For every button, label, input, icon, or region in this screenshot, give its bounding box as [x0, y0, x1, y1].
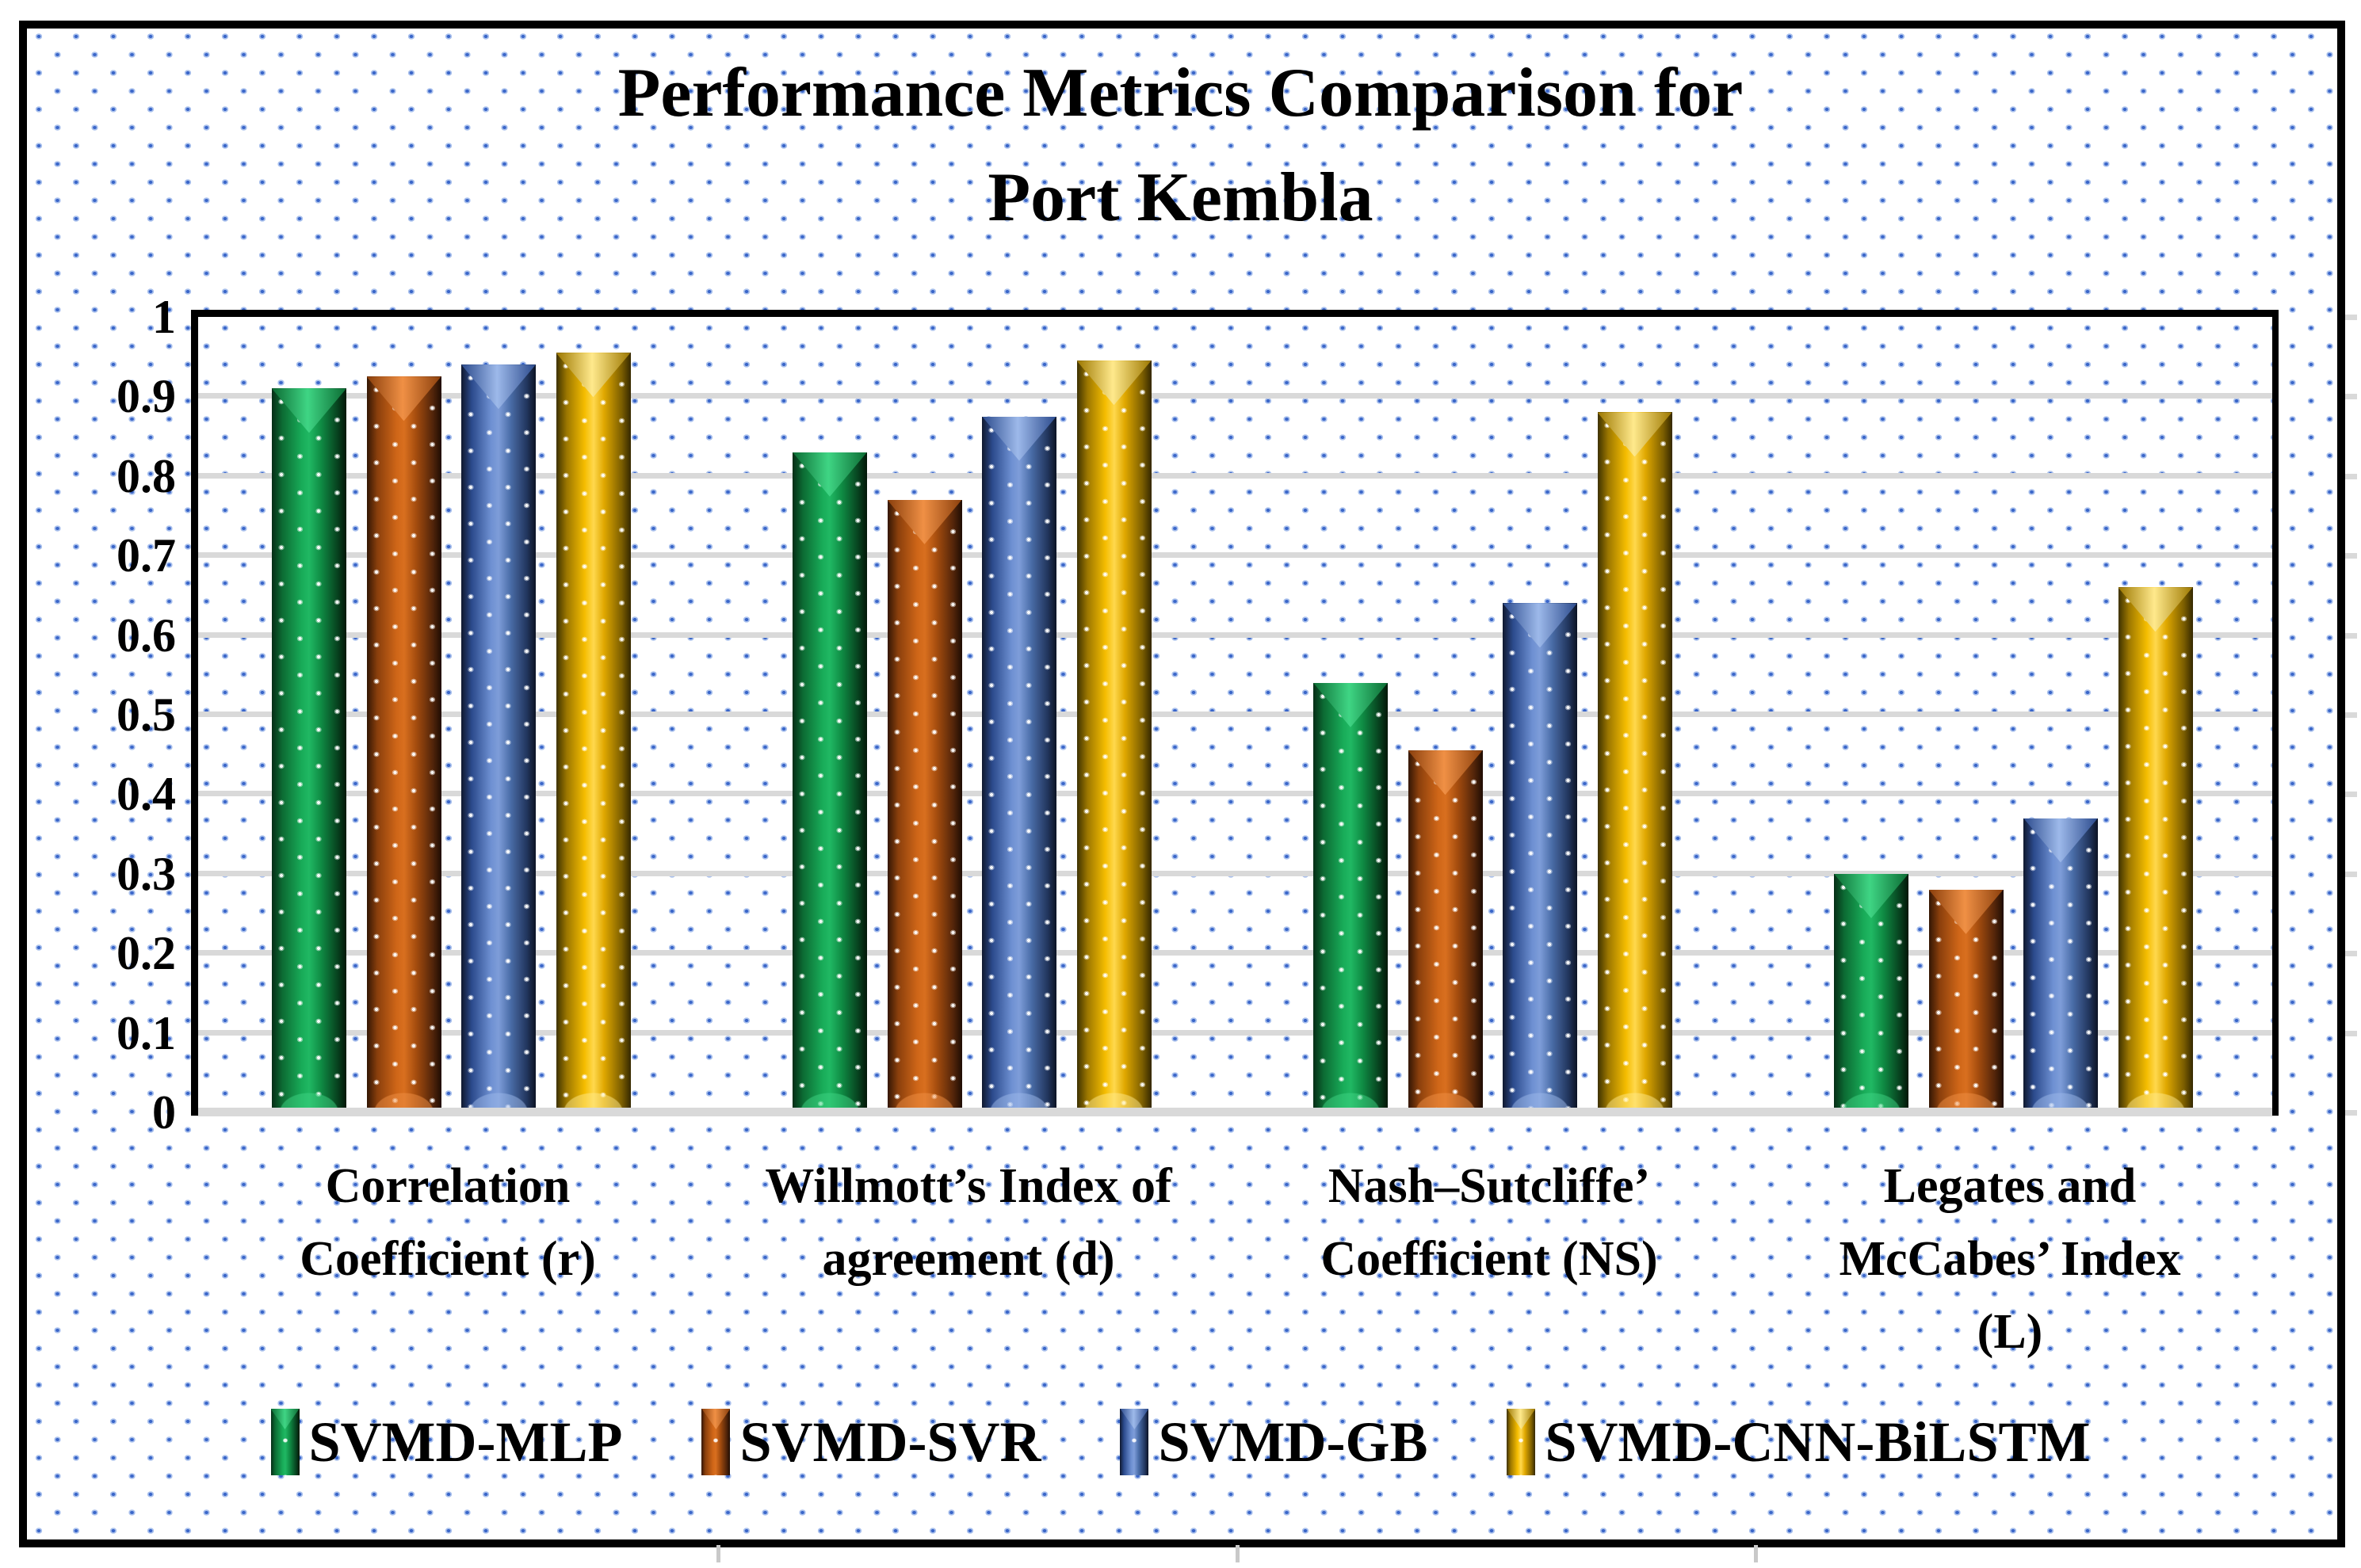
- legend: SVMD-MLP SVMD-SVR SVMD-GB SVMD-CNN-BiLSTM: [0, 1409, 2361, 1475]
- gridline: [198, 950, 2272, 956]
- chart-title-line2: Port Kembla: [988, 159, 1373, 236]
- gridline-stub: [2345, 632, 2357, 639]
- gridline: [198, 472, 2272, 479]
- chart-title-line1: Performance Metrics Comparison for: [617, 55, 1744, 132]
- bar-svmd-svr-category-3: [1408, 750, 1483, 1112]
- y-axis-label: 0: [152, 1086, 176, 1139]
- x-axis-category-line: Legates and: [1883, 1159, 2137, 1213]
- bar-svmd-mlp-category-1: [272, 388, 346, 1112]
- gridline: [198, 1029, 2272, 1036]
- x-axis-category-label: Willmott’s Index of agreement (d): [691, 1150, 1246, 1296]
- legend-swatch-icon: [1120, 1409, 1149, 1475]
- y-axis-label: 0.9: [117, 370, 176, 423]
- gridline-stub: [2345, 792, 2357, 798]
- legend-swatch-icon: [701, 1409, 731, 1475]
- gridline: [198, 552, 2272, 559]
- y-axis-label: 0.3: [117, 847, 176, 900]
- gridline-stub: [2345, 712, 2357, 718]
- gridline-stub: [2345, 1030, 2357, 1036]
- legend-item: SVMD-CNN-BiLSTM: [1507, 1409, 2090, 1475]
- gridline-stub: [2345, 871, 2357, 877]
- x-axis-category-line: agreement (d): [822, 1231, 1115, 1286]
- legend-label: SVMD-MLP: [308, 1410, 623, 1474]
- legend-label: SVMD-GB: [1158, 1410, 1428, 1474]
- bar-svmd-cnn-bilstm-category-1: [556, 353, 631, 1112]
- gridline-stub: [2345, 394, 2357, 400]
- legend-item: SVMD-MLP: [270, 1409, 623, 1475]
- x-axis-baseline: [191, 1108, 2279, 1116]
- gridline: [198, 712, 2272, 717]
- gridline: [198, 393, 2272, 399]
- bar-svmd-svr-category-1: [366, 376, 441, 1112]
- category-boundary-tick: [1235, 1545, 1240, 1562]
- legend-swatch-icon: [270, 1409, 300, 1475]
- gridline: [198, 791, 2272, 797]
- x-axis-category-label: Correlation Coefficient (r): [170, 1150, 725, 1296]
- legend-item: SVMD-GB: [1120, 1409, 1427, 1475]
- x-axis-category-line: Correlation: [325, 1159, 571, 1213]
- x-axis-category-label: Legates and McCabes’ Index (L): [1733, 1150, 2287, 1368]
- figure-frame: [19, 21, 2345, 1547]
- x-axis-category-line: McCabes’ Index: [1839, 1231, 2181, 1286]
- x-axis-category-line: Nash–Sutcliffe’: [1328, 1159, 1651, 1213]
- x-axis-category-label: Nash–Sutcliffe’ Coefficient (NS): [1212, 1150, 1767, 1296]
- y-axis-label: 0.7: [117, 529, 176, 582]
- legend-swatch-icon: [1507, 1409, 1536, 1475]
- gridline: [198, 631, 2272, 638]
- bar-svmd-gb-category-4: [2023, 818, 2098, 1113]
- bar-svmd-cnn-bilstm-category-3: [1597, 412, 1672, 1112]
- gridline: [198, 870, 2272, 876]
- x-axis-category-line: Willmott’s Index of: [765, 1159, 1172, 1213]
- y-axis-label: 0.1: [117, 1006, 176, 1059]
- x-axis-category-line: Coefficient (NS): [1320, 1231, 1658, 1286]
- legend-label: SVMD-CNN-BiLSTM: [1545, 1410, 2091, 1474]
- y-axis-label: 1: [152, 291, 176, 343]
- y-axis-label: 0.6: [117, 609, 176, 662]
- bar-svmd-cnn-bilstm-category-4: [2118, 587, 2193, 1112]
- bar-svmd-mlp-category-3: [1313, 682, 1388, 1113]
- gridline-stub: [2345, 1110, 2357, 1116]
- y-axis-label: 0.2: [117, 927, 176, 980]
- bar-svmd-mlp-category-4: [1834, 873, 1908, 1113]
- x-axis-category-line: Coefficient (r): [300, 1231, 596, 1286]
- legend-label: SVMD-SVR: [739, 1410, 1041, 1474]
- gridline-stub: [2345, 473, 2357, 479]
- bar-svmd-gb-category-2: [982, 416, 1056, 1112]
- category-boundary-tick: [716, 1545, 721, 1562]
- gridline-stub: [2345, 951, 2357, 957]
- gridline-stub: [2345, 553, 2357, 559]
- legend-item: SVMD-SVR: [701, 1409, 1041, 1475]
- bar-svmd-gb-category-1: [461, 364, 536, 1112]
- plot-area: [191, 310, 2279, 1116]
- category-boundary-tick: [1753, 1545, 1758, 1562]
- chart-title: Performance Metrics Comparison for Port …: [0, 41, 2361, 250]
- x-axis-category-line: (L): [1977, 1304, 2043, 1359]
- bar-svmd-gb-category-3: [1503, 603, 1577, 1112]
- y-axis-label: 0.5: [117, 689, 176, 741]
- bar-svmd-svr-category-2: [887, 499, 962, 1113]
- bar-svmd-mlp-category-2: [793, 452, 867, 1113]
- y-axis-label: 0.4: [117, 768, 176, 821]
- gridline-stub: [2345, 315, 2357, 320]
- bar-svmd-cnn-bilstm-category-2: [1076, 361, 1152, 1112]
- bar-svmd-svr-category-4: [1928, 889, 2004, 1113]
- y-axis-label: 0.8: [117, 449, 176, 502]
